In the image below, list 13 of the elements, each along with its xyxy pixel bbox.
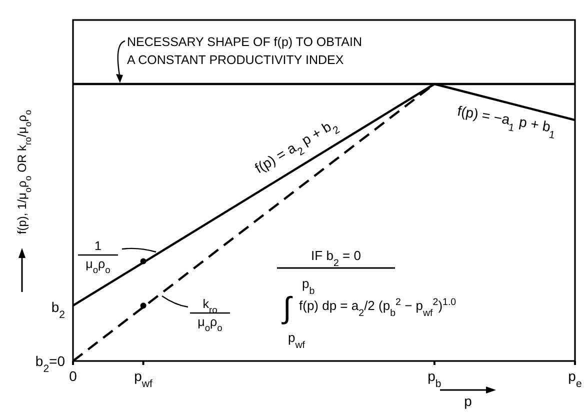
text: b$_{2}$ (51, 299, 66, 321)
text: NECESSARY SHAPE OF f(p) TO OBTAIN A CONSTANT PRODUCTIVITY INDEX (127, 35, 362, 67)
annotation: p$_{b}$ (302, 276, 316, 296)
annotation: f(p) = −a$_{1}$ p + b$_{1}$ (456, 102, 556, 142)
annotation: IF b$_{2}$ = 0 (311, 248, 361, 268)
x-tick-label: p$_{wf}$ (134, 368, 153, 390)
annotation: p$_{wf}$ (288, 330, 306, 350)
annotation: 1 μ$_{o}$ρ$_{o}$ (86, 239, 110, 275)
x-tick-label: p$_{e}$ (568, 368, 582, 390)
x-axis-title: p (464, 393, 472, 409)
text: b$_{2}$=0 (35, 353, 66, 375)
x-tick-label: p$_{b}$ (428, 368, 442, 390)
x-tick-label: 0 (69, 368, 78, 384)
